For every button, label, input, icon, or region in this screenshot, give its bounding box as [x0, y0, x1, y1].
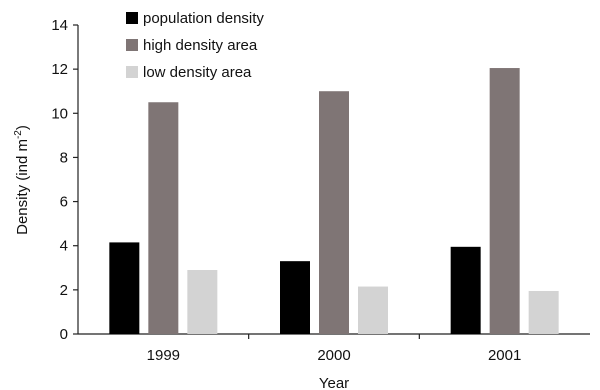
- y-axis-title-superscript: -2: [13, 130, 24, 139]
- x-axis-ticks: 1999 2000 2001: [147, 334, 521, 364]
- y-tick-label: 0: [60, 326, 68, 343]
- bar-population-density-2001: [450, 246, 481, 334]
- bar-low-density-area-2001: [528, 290, 559, 334]
- legend-swatch: [126, 12, 138, 24]
- bar-high-density-area-1999: [148, 102, 179, 334]
- y-tick-label: 4: [60, 238, 68, 255]
- bar-low-density-area-1999: [187, 269, 218, 334]
- y-tick-label: 12: [51, 61, 68, 78]
- x-tick-label: 2000: [317, 347, 350, 364]
- x-tick-label: 2001: [488, 347, 521, 364]
- legend-label: low density area: [143, 64, 252, 81]
- legend: population density high density area low d…: [126, 10, 264, 81]
- x-tick-label: 1999: [147, 347, 180, 364]
- y-axis-ticks: 0 2 4 6 8 10 12 14: [51, 17, 78, 343]
- bar-high-density-area-2001: [489, 68, 520, 335]
- bar-high-density-area-2000: [319, 91, 349, 334]
- y-axis-title-end: ): [14, 125, 31, 130]
- y-tick-label: 8: [60, 149, 68, 166]
- legend-label: high density area: [143, 37, 258, 54]
- y-axis-title-main: Density (ind m: [14, 139, 31, 235]
- legend-swatch: [126, 39, 138, 51]
- legend-label: population density: [143, 10, 264, 27]
- y-axis-title: Density (ind m-2): [13, 125, 31, 235]
- legend-swatch: [126, 66, 138, 78]
- bar-population-density-2000: [280, 261, 310, 334]
- bar-low-density-area-2000: [358, 286, 388, 334]
- x-axis-title: Year: [319, 375, 349, 390]
- y-tick-label: 6: [60, 194, 68, 211]
- bar-population-density-1999: [109, 242, 140, 334]
- y-tick-label: 2: [60, 282, 68, 299]
- y-tick-label: 14: [51, 17, 68, 34]
- y-tick-label: 10: [51, 105, 68, 122]
- bars: [109, 68, 559, 335]
